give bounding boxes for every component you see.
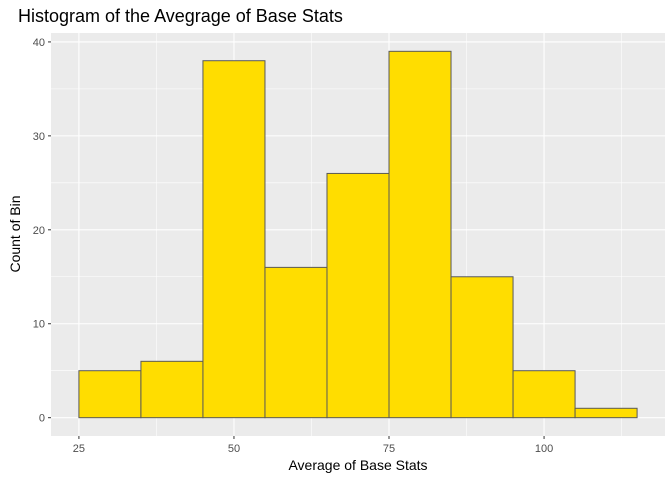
y-tick-label: 10 xyxy=(33,319,45,331)
histogram-bars xyxy=(78,50,638,419)
histogram-bar xyxy=(140,360,204,419)
histogram-bar xyxy=(450,276,514,419)
y-tick-label: 20 xyxy=(33,225,45,237)
x-tick-label: 50 xyxy=(228,443,240,455)
x-axis-title: Average of Base Stats xyxy=(288,457,427,473)
x-tick-label: 25 xyxy=(73,443,85,455)
histogram-bar xyxy=(264,266,328,419)
histogram-bar xyxy=(78,370,142,419)
x-axis: 25 50 75 100 xyxy=(73,436,553,455)
histogram-bar xyxy=(512,370,576,419)
histogram-bar xyxy=(202,60,266,419)
histogram-bar xyxy=(388,50,452,419)
chart-title: Histogram of the Avegrage of Base Stats xyxy=(18,6,343,26)
y-tick-label: 40 xyxy=(33,37,45,49)
histogram-bar xyxy=(574,407,638,419)
y-tick-label: 30 xyxy=(33,131,45,143)
x-tick-label: 100 xyxy=(535,443,553,455)
y-tick-label: 0 xyxy=(39,413,45,425)
histogram-bar xyxy=(326,172,390,419)
x-tick-label: 75 xyxy=(383,443,395,455)
y-axis: 0 10 20 30 40 xyxy=(33,37,51,425)
y-axis-title: Count of Bin xyxy=(7,195,23,272)
